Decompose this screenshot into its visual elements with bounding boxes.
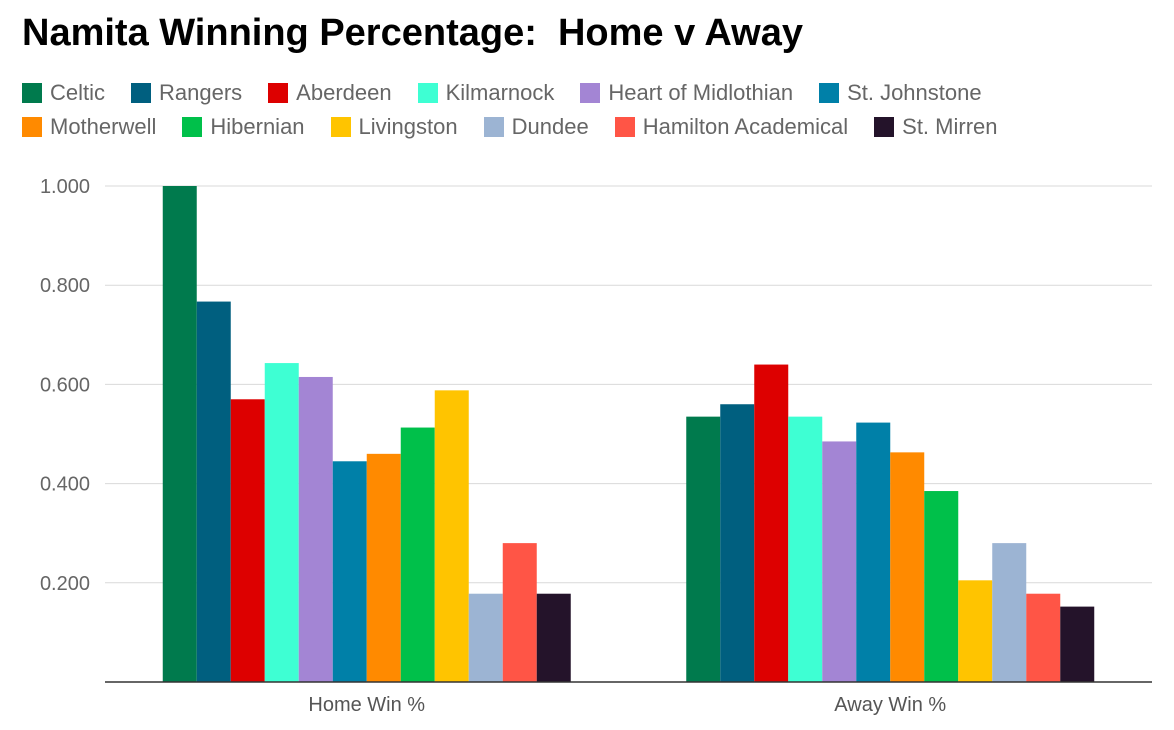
bar-rangers-home: [196, 301, 231, 682]
y-axis-ticks: 0.200 0.400 0.600 0.800 1.000: [40, 176, 90, 595]
legend-label: Hamilton Academical: [642, 114, 849, 139]
bar-motherwell-away: [890, 452, 925, 682]
bar-st-mirren-away: [1060, 606, 1095, 682]
legend-swatch: [22, 83, 42, 103]
y-tick-label: 0.400: [40, 474, 90, 496]
chart-title: Namita Winning Percentage: Home v Away: [22, 12, 803, 54]
legend-item-st-mirren: St. Mirren: [874, 114, 998, 140]
bar-aberdeen-away: [754, 364, 789, 682]
legend-label: Motherwell: [50, 114, 157, 139]
legend-swatch: [483, 117, 504, 137]
legend-label: Kilmarnock: [445, 80, 555, 105]
y-tick-label: 0.200: [40, 573, 90, 595]
legend-item-hearts: Heart of Midlothian: [580, 80, 793, 106]
legend-swatch: [268, 83, 289, 103]
legend-item-dundee: Dundee: [483, 114, 589, 140]
legend-swatch: [330, 117, 351, 137]
bar-aberdeen-home: [230, 399, 265, 682]
legend-swatch: [580, 83, 601, 103]
bar-st-johnstone-away: [856, 422, 891, 682]
legend-item-motherwell: Motherwell: [22, 114, 156, 140]
legend-label: Livingston: [358, 114, 458, 139]
legend-item-aberdeen: Aberdeen: [268, 80, 392, 106]
bars: [162, 186, 1095, 682]
legend-item-celtic: Celtic: [22, 80, 105, 106]
bar-livingston-away: [958, 580, 993, 682]
bar-kilmarnock-away: [788, 416, 823, 682]
legend-row-1: Celtic Rangers Aberdeen Kilmarnock Heart…: [22, 76, 1162, 110]
legend-label: Dundee: [511, 114, 589, 139]
legend-item-livingston: Livingston: [330, 114, 458, 140]
legend-swatch: [131, 83, 152, 103]
legend-swatch: [614, 117, 635, 137]
legend-label: Celtic: [50, 80, 106, 105]
legend-swatch: [182, 117, 203, 137]
legend-swatch: [22, 117, 42, 137]
legend-label: St. Mirren: [902, 114, 998, 139]
bar-heart-of-midlothian-home: [298, 376, 333, 682]
bar-st-johnstone-home: [332, 461, 367, 682]
legend-swatch: [874, 117, 895, 137]
legend-row-2: Motherwell Hibernian Livingston Dundee H…: [22, 110, 1162, 144]
bar-heart-of-midlothian-away: [822, 441, 857, 682]
bar-kilmarnock-home: [264, 363, 299, 682]
bar-celtic-away: [686, 416, 721, 682]
bar-st-mirren-home: [536, 593, 571, 682]
bar-livingston-home: [434, 390, 469, 682]
bar-hamilton-academical-home: [502, 543, 537, 682]
legend-item-rangers: Rangers: [131, 80, 242, 106]
legend-label: Hibernian: [210, 114, 305, 139]
y-tick-label: 0.600: [40, 374, 90, 396]
bar-celtic-home: [162, 186, 197, 682]
chart-legend: Celtic Rangers Aberdeen Kilmarnock Heart…: [22, 76, 1162, 144]
legend-swatch: [819, 83, 840, 103]
legend-item-hamilton: Hamilton Academical: [614, 114, 849, 140]
legend-item-kilmarnock: Kilmarnock: [417, 80, 555, 106]
x-category-label: Home Win %: [308, 694, 425, 716]
bar-motherwell-home: [366, 453, 401, 682]
bar-hibernian-home: [400, 427, 435, 682]
x-axis-categories: Home Win % Away Win %: [308, 694, 946, 716]
legend-swatch: [417, 83, 438, 103]
bar-dundee-home: [468, 593, 503, 682]
legend-item-hibernian: Hibernian: [182, 114, 305, 140]
y-tick-label: 0.800: [40, 275, 90, 297]
bar-rangers-away: [720, 404, 755, 682]
x-category-label: Away Win %: [834, 694, 946, 716]
y-tick-label: 1.000: [40, 176, 90, 198]
bar-dundee-away: [992, 543, 1027, 682]
legend-label: Aberdeen: [296, 80, 392, 105]
legend-label: Rangers: [159, 80, 243, 105]
legend-label: Heart of Midlothian: [608, 80, 794, 105]
legend-item-st-johnstone: St. Johnstone: [819, 80, 982, 106]
bar-hibernian-away: [924, 491, 959, 682]
bar-hamilton-academical-away: [1026, 593, 1061, 682]
legend-label: St. Johnstone: [847, 80, 982, 105]
